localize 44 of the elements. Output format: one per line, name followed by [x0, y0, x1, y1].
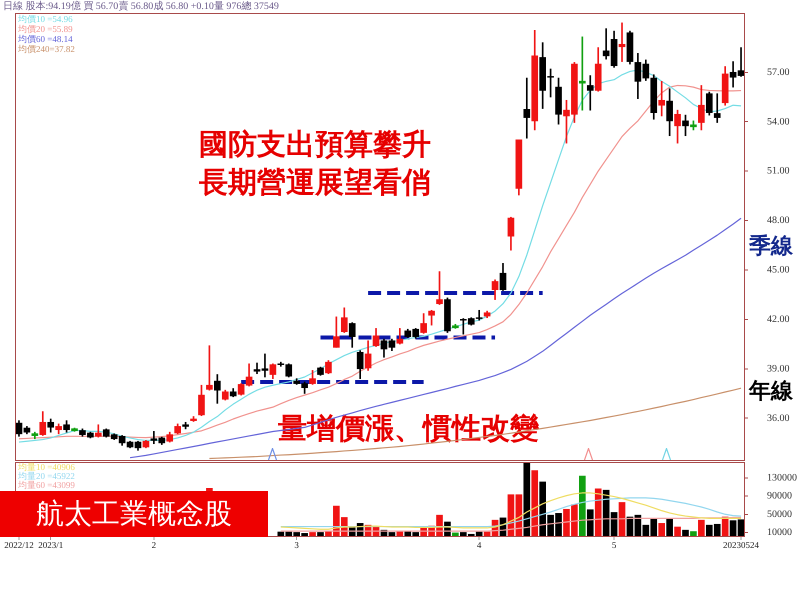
y-tick-label: 48.00	[767, 215, 790, 226]
text: 均價60 =48.14	[18, 34, 74, 44]
candlestick	[618, 22, 626, 62]
bar	[618, 502, 626, 537]
text: 均量10 =40906	[18, 462, 75, 472]
x-tick-label: 3	[294, 540, 300, 550]
y-tick-label: 50000	[767, 508, 792, 520]
y-tick-label: 57.00	[767, 66, 790, 78]
bar	[698, 520, 705, 537]
y-tick-label: 10000	[767, 527, 792, 538]
y-tick-label: 39.00	[767, 363, 790, 374]
chart-title: 日線 股本:94.19億 買 56.70賣 56.80成 56.80 +0.10量 976總 37549	[3, 0, 279, 13]
bar	[690, 531, 697, 537]
bar	[523, 462, 530, 537]
annotation: 長期營運展望看俏	[199, 165, 431, 199]
x-tick-label: 4	[476, 540, 482, 550]
bar	[579, 476, 586, 537]
text: 均量60 =43099	[18, 480, 75, 490]
y-tick-label: 51.00	[767, 166, 790, 177]
y-tick-label: 130000	[767, 472, 797, 484]
text: 均量20 =45922	[18, 471, 75, 481]
text: 均價10 =54.96	[18, 14, 74, 24]
bar	[658, 523, 666, 537]
annotation: 國防支出預算攀升	[199, 127, 431, 161]
y-tick-label: 90000	[767, 490, 792, 502]
text: 均價20 =55.89	[18, 24, 74, 34]
text: 季線	[749, 234, 793, 259]
x-tick-label: 2	[152, 540, 156, 550]
y-tick-label: 54.00	[767, 116, 790, 128]
text: 均價240=37.82	[18, 44, 75, 54]
y-tick-label: 36.00	[767, 412, 790, 424]
label-banner: 航太工業概念股	[0, 491, 268, 537]
text: 年線	[749, 379, 793, 404]
y-tick-label: 42.00	[767, 314, 790, 325]
bar	[674, 526, 681, 537]
x-tick-label: 2023/1	[38, 540, 64, 550]
annotation: 航太工業概念股	[36, 497, 232, 530]
candlestick	[690, 120, 697, 130]
x-tick-label: 5	[612, 540, 617, 550]
candlestick	[436, 271, 443, 305]
x-tick-label: 20230524	[723, 540, 760, 550]
x-tick-label: 2022/12	[4, 540, 34, 550]
bar	[531, 470, 538, 537]
y-tick-label: 45.00	[767, 264, 790, 276]
